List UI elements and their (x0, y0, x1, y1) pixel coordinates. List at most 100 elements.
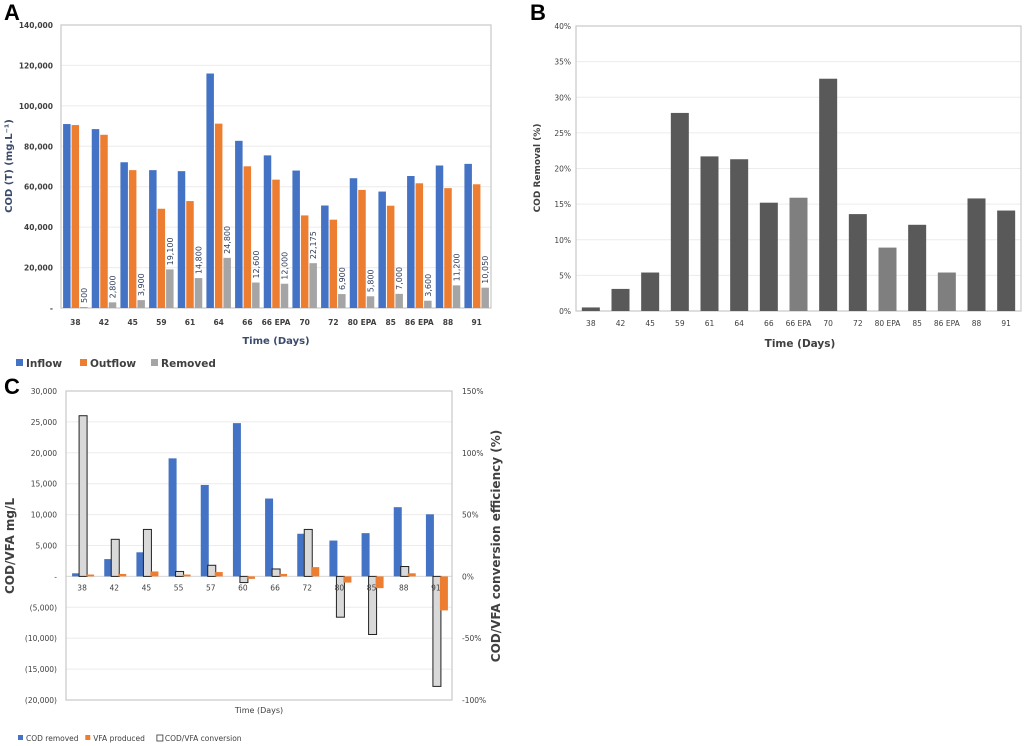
chart-b-bars (581, 78, 1016, 311)
y2-tick-label: -50% (462, 634, 481, 643)
x-tick-label: 42 (616, 319, 626, 328)
bar-cod-removal-72 (848, 214, 867, 311)
y-tick-label: 35% (554, 58, 571, 67)
chart-c-x-ticks: 38 42 45 55 57 60 66 72 80 85 88 91 (77, 583, 441, 592)
x-tick-label: 86 EPA (405, 318, 434, 327)
bar-cod-removed-66 (265, 498, 274, 577)
bar-inflow-72 (321, 205, 329, 308)
chart-b-x-ticks: 38 42 45 59 61 64 66 66 EPA 70 72 80 EPA 85 86 EPA 88… (586, 319, 1011, 328)
bar-cod-vfa-conversion-85 (368, 575, 378, 635)
bar-inflow-42 (91, 129, 100, 308)
bar-outflow-72 (329, 219, 338, 308)
chart-c-cod-vfa-conversion: (20,000) (15,000) (10,000) (5,000) - 5,000 10,… (3, 387, 503, 743)
data-label-removed-42: 2,800 (109, 275, 118, 298)
y-tick-label: 10% (554, 236, 571, 245)
bar-removed-80-epa (366, 296, 375, 308)
bar-removed-45 (137, 300, 145, 308)
bar-vfa-produced-91 (439, 576, 448, 611)
bar-outflow-61 (186, 201, 194, 308)
bar-cod-removed-45 (136, 552, 145, 577)
bar-cod-removal-85 (908, 224, 927, 311)
legend-item-outflow: Outflow (80, 358, 136, 370)
chart-c-bars (72, 415, 448, 687)
y2-tick-label: 150% (462, 387, 483, 396)
y-tick-label: - (50, 304, 53, 313)
x-tick-label: 64 (213, 318, 223, 327)
y-tick-label: 60,000 (24, 183, 53, 192)
bar-inflow-38 (63, 124, 71, 308)
chart-a-y-ticks: - 20,000 40,000 60,000 80,000 100,000 120,000 1… (19, 21, 53, 313)
x-tick-label: 91 (431, 583, 441, 592)
bar-cod-vfa-conversion-66 (271, 568, 281, 577)
y-tick-label: (15,000) (25, 665, 57, 674)
bar-outflow-91 (472, 184, 481, 308)
x-tick-label: 88 (399, 583, 409, 592)
y-tick-label: 100,000 (19, 102, 53, 111)
bar-inflow-64 (206, 73, 214, 308)
legend-swatch-outflow (80, 359, 87, 366)
x-tick-label: 80 EPA (348, 318, 377, 327)
x-tick-label: 66 EPA (786, 319, 813, 328)
x-tick-label: 38 (70, 318, 80, 327)
y-tick-label: 25,000 (31, 418, 57, 427)
y-tick-label: 10,000 (31, 511, 57, 520)
y-tick-label: 5,000 (36, 542, 58, 551)
bar-cod-removed-38 (72, 573, 81, 577)
bar-outflow-70 (300, 215, 309, 308)
x-tick-label: 91 (471, 318, 481, 327)
data-label-removed-70: 22,175 (309, 231, 318, 259)
chart-a-y-axis-title: COD (T) (mg.L⁻¹) (4, 119, 15, 213)
bar-removed-86-epa (424, 300, 432, 308)
x-tick-label: 80 (335, 583, 345, 592)
bar-inflow-86-epa (407, 176, 415, 308)
x-tick-label: 66 (242, 318, 252, 327)
y-tick-label: 40% (554, 22, 571, 31)
y2-tick-label: -100% (462, 696, 486, 705)
bar-cod-removal-45 (641, 272, 660, 311)
bar-cod-removal-70 (819, 78, 838, 311)
data-label-removed-80-epa: 5,800 (367, 269, 376, 292)
x-tick-label: 85 (367, 583, 377, 592)
bar-vfa-produced-85 (375, 576, 384, 589)
data-label-removed-61: 14,800 (195, 246, 204, 274)
x-tick-label: 57 (206, 583, 216, 592)
y-tick-label: - (54, 572, 57, 581)
bar-removed-64 (223, 257, 231, 308)
bar-inflow-91 (464, 163, 472, 308)
x-tick-label: 72 (302, 583, 312, 592)
y-tick-label: 5% (559, 271, 571, 280)
bar-cod-removed-88 (393, 507, 402, 577)
legend-label-cod-vfa-conversion: COD/VFA conversion (165, 734, 242, 743)
bar-cod-removal-80-epa (878, 247, 897, 311)
bar-removed-85 (395, 293, 403, 308)
bar-outflow-42 (100, 134, 108, 308)
bar-vfa-produced-42 (118, 573, 127, 577)
y-tick-label: 30% (554, 93, 571, 102)
bar-vfa-produced-80 (343, 576, 352, 583)
x-tick-label: 42 (109, 583, 119, 592)
panel-letter-a: A (4, 0, 20, 25)
y-tick-label: 30,000 (31, 387, 57, 396)
bar-outflow-88 (444, 188, 452, 308)
bar-vfa-produced-60 (246, 576, 255, 579)
bar-inflow-66 (235, 140, 243, 308)
legend-swatch-inflow (16, 359, 23, 366)
chart-c-x-axis-title: Time (Days) (234, 706, 283, 715)
bar-outflow-85 (386, 205, 395, 308)
data-label-removed-66: 12,600 (252, 251, 261, 279)
bar-removed-66 (252, 282, 260, 308)
bar-cod-removed-72 (297, 533, 306, 577)
x-tick-label: 72 (328, 318, 338, 327)
x-tick-label: 45 (127, 318, 137, 327)
legend-label-outflow: Outflow (90, 358, 136, 370)
bar-inflow-80-epa (349, 178, 358, 308)
y-tick-label: 20,000 (24, 264, 53, 273)
y-tick-label: 40,000 (24, 223, 53, 232)
x-tick-label: 61 (705, 319, 715, 328)
data-label-removed-59: 19,100 (166, 237, 175, 265)
bar-cod-vfa-conversion-57 (207, 564, 217, 577)
x-tick-label: 38 (586, 319, 596, 328)
legend-item-cod-removed: COD removed (18, 734, 79, 743)
bar-removed-66-epa (280, 283, 289, 308)
bar-removed-38 (80, 306, 88, 308)
